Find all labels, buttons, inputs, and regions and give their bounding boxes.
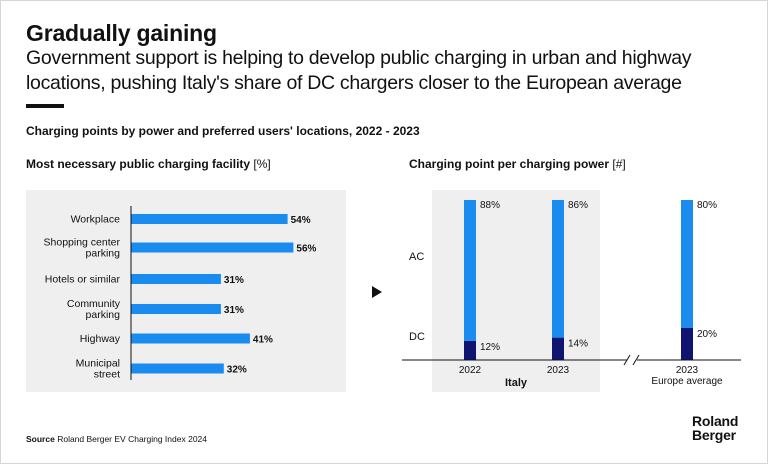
x-label-2023-europe: 2023 (676, 365, 699, 376)
source-label: Source (26, 434, 55, 444)
italy-panel-background (432, 190, 600, 392)
bar-workplace (131, 214, 288, 224)
category-label-community-parking-line-1: Community (67, 298, 121, 310)
page-subtitle: Government support is helping to develop… (26, 47, 692, 94)
label-ac-2023-europe: 80% (697, 200, 717, 211)
power-chart-unit: [#] (612, 157, 626, 171)
logo-line-2: Berger (692, 427, 736, 443)
bar-value-workplace: 54% (291, 215, 311, 226)
label-dc-2023-italy: 14% (568, 339, 588, 350)
bar-value-municipal-street: 32% (227, 365, 247, 376)
page-title: Gradually gaining (26, 20, 217, 46)
bar-ac-2022-italy (464, 200, 476, 341)
logo-line-1: Roland (692, 413, 739, 429)
x-label-2023-italy: 2023 (547, 365, 570, 376)
axis-break-mark-2 (632, 354, 640, 366)
category-label-shopping-center-parking-line-1: Shopping center (44, 237, 121, 249)
bar-hotels-or-similar (131, 274, 221, 284)
bar-value-shopping-center-parking: 56% (296, 244, 316, 255)
source-note: Source Roland Berger EV Charging Index 2… (26, 434, 207, 444)
label-ac-2023-italy: 86% (568, 200, 588, 211)
row-label-ac: AC (409, 251, 424, 263)
bar-municipal-street (131, 363, 224, 374)
group-label-italy: Italy (505, 377, 528, 389)
category-label-municipal-street-line-1: Municipal (76, 358, 120, 370)
bar-value-highway: 41% (253, 335, 273, 346)
facility-chart-title-text: Most necessary public charging facility (26, 157, 251, 171)
facility-chart-title: Most necessary public charging facility … (26, 157, 271, 171)
category-label-municipal-street-line-2: street (94, 369, 120, 381)
bar-community-parking (131, 304, 221, 314)
power-chart-title-text: Charging point per charging power (409, 157, 610, 171)
x-label-2022-italy: 2022 (459, 365, 482, 376)
axis-break-mark-1 (623, 354, 631, 366)
category-label-shopping-center-parking-line-2: parking (86, 248, 121, 260)
bar-highway (131, 333, 250, 344)
bar-shopping-center-parking (131, 242, 294, 253)
bar-value-hotels-or-similar: 31% (224, 275, 244, 286)
category-label-highway: Highway (80, 333, 121, 345)
label-ac-2022-italy: 88% (480, 200, 500, 211)
arrow-right-icon (372, 286, 382, 298)
bar-ac-2023-europe (681, 200, 693, 328)
bar-value-community-parking: 31% (224, 305, 244, 316)
bar-dc-2022-italy (464, 340, 476, 360)
source-text: Roland Berger EV Charging Index 2024 (57, 434, 207, 444)
title-divider (26, 104, 64, 108)
category-label-workplace: Workplace (71, 214, 121, 226)
power-chart: 88% 12% 2022 86% 14% 2023 80% 20% 2023 AC DC Italy E… (402, 200, 741, 389)
chart-caption: Charging points by power and preferred u… (26, 124, 420, 138)
group-label-europe-average: Europe average (651, 376, 723, 387)
bar-dc-2023-italy (552, 337, 564, 360)
category-label-community-parking-line-2: parking (86, 309, 121, 321)
label-dc-2022-italy: 12% (480, 342, 500, 353)
bar-dc-2023-europe (681, 328, 693, 360)
category-label-hotels-or-similar: Hotels or similar (45, 274, 121, 286)
facility-chart-unit: [%] (253, 157, 271, 171)
power-chart-title: Charging point per charging power [#] (409, 157, 626, 171)
bar-ac-2023-italy (552, 200, 564, 338)
row-label-dc: DC (409, 331, 425, 343)
label-dc-2023-europe: 20% (697, 329, 717, 340)
roland-berger-logo: Roland Berger (692, 414, 738, 442)
